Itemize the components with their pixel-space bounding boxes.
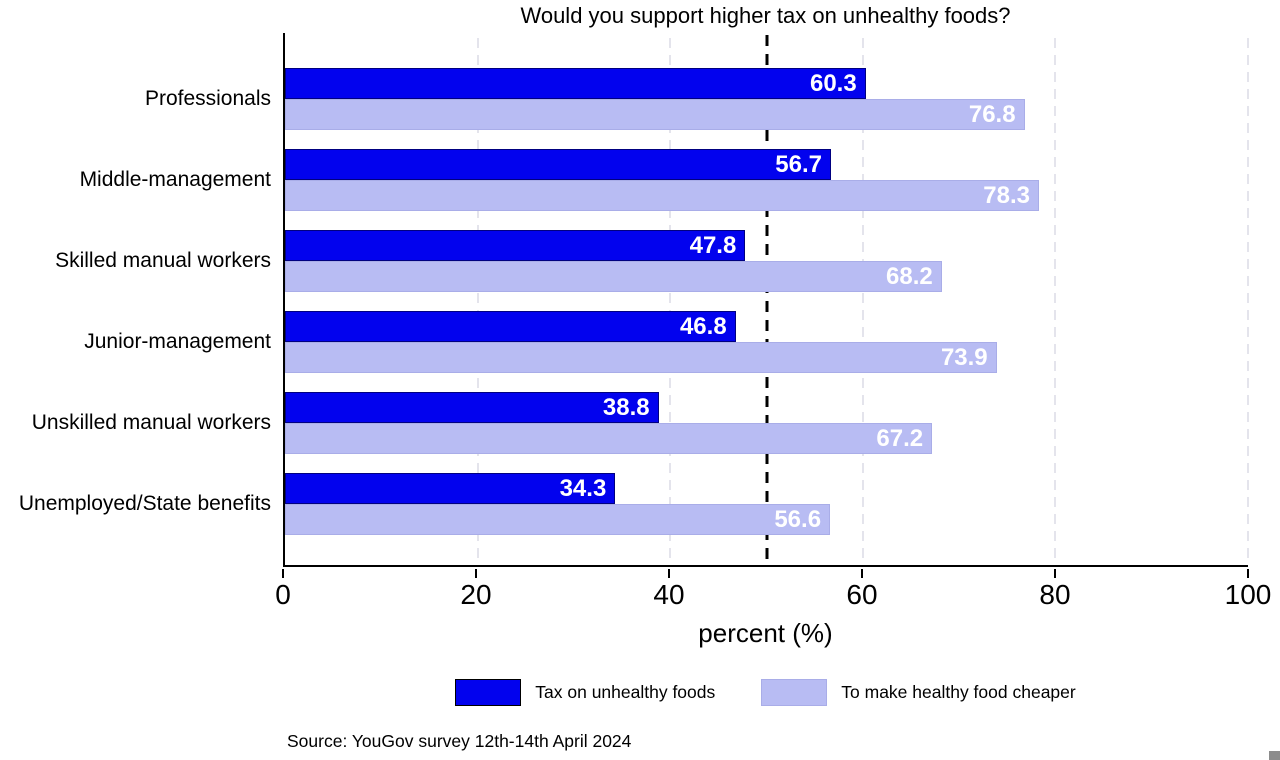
category-label-middle-management: Middle-management (79, 168, 271, 191)
x-tick-label-0: 0 (275, 579, 291, 610)
legend-label-to-make-healthy-food-cheaper: To make healthy food cheaper (841, 681, 1076, 702)
category-label-junior-management: Junior-management (84, 330, 271, 353)
bar-to-make-healthy-food-cheaper: 78.3 (285, 180, 1040, 211)
category-label-unskilled-manual-workers: Unskilled manual workers (31, 411, 271, 434)
bar-tax-on-unhealthy-foods: 56.7 (285, 149, 832, 180)
bar-to-make-healthy-food-cheaper: 68.2 (285, 261, 942, 292)
bar-value-label: 68.2 (886, 262, 933, 290)
category-label-professionals: Professionals (144, 87, 271, 110)
bar-value-label: 47.8 (689, 231, 737, 259)
x-tick-label-60: 60 (846, 579, 878, 610)
legend-item-tax-on-unhealthy-foods: Tax on unhealthy foods (455, 678, 716, 706)
x-tick-label-20: 20 (460, 579, 492, 610)
category-label-unemployed-state-benefits: Unemployed/State benefits (18, 492, 271, 515)
chart-title: Would you support higher tax on unhealth… (520, 3, 1011, 28)
category-axis: Professionals Middle-management Skilled ma… (0, 33, 271, 567)
gridline-100 (1247, 38, 1249, 565)
gridline-40 (669, 38, 672, 565)
x-tick-60 (861, 569, 863, 578)
x-tick-label-80: 80 (1039, 579, 1071, 610)
bar-value-label: 60.3 (809, 69, 857, 97)
bar-value-label: 38.8 (602, 393, 650, 421)
bar-tax-on-unhealthy-foods: 38.8 (285, 392, 659, 423)
bar-to-make-healthy-food-cheaper: 56.6 (285, 504, 831, 535)
plot-area: 60.3 76.8 56.7 78.3 47.8 68.2 46.8 73.9 38.8 67.2… (283, 33, 1249, 567)
bar-value-label: 56.6 (774, 505, 822, 533)
reference-line-50 (765, 35, 768, 565)
gridline-20 (476, 38, 479, 565)
bar-value-label: 56.7 (775, 150, 823, 178)
bar-to-make-healthy-food-cheaper: 73.9 (285, 342, 997, 373)
bar-value-label: 46.8 (679, 312, 727, 340)
gridline-60 (861, 38, 864, 565)
bar-tax-on-unhealthy-foods: 60.3 (285, 68, 866, 99)
bar-to-make-healthy-food-cheaper: 76.8 (285, 99, 1025, 130)
bar-tax-on-unhealthy-foods: 47.8 (285, 230, 746, 261)
bar-value-label: 73.9 (940, 343, 988, 371)
window-resize-corner (1269, 751, 1280, 760)
bar-to-make-healthy-food-cheaper: 67.2 (285, 423, 933, 454)
x-tick-label-100: 100 (1224, 579, 1272, 610)
x-tick-20 (475, 569, 477, 578)
bar-tax-on-unhealthy-foods: 34.3 (285, 473, 616, 504)
x-axis-title: percent (%) (698, 618, 833, 648)
bar-value-label: 34.3 (559, 474, 607, 502)
legend-swatch-to-make-healthy-food-cheaper (761, 678, 828, 706)
bar-value-label: 76.8 (968, 100, 1016, 128)
x-tick-40 (668, 569, 670, 578)
source-note: Source: YouGov survey 12th-14th April 20… (287, 731, 632, 751)
bar-tax-on-unhealthy-foods: 46.8 (285, 311, 736, 342)
gridline-80 (1054, 38, 1057, 565)
x-tick-100 (1247, 569, 1249, 578)
legend-label-tax-on-unhealthy-foods: Tax on unhealthy foods (535, 681, 716, 702)
bar-value-label: 78.3 (983, 181, 1031, 209)
x-tick-80 (1054, 569, 1056, 578)
x-tick-0 (282, 569, 284, 578)
category-label-skilled-manual-workers: Skilled manual workers (55, 249, 271, 272)
x-tick-label-40: 40 (653, 579, 685, 610)
legend-swatch-tax-on-unhealthy-foods (455, 678, 522, 706)
bar-value-label: 67.2 (876, 424, 924, 452)
x-axis: 0 20 40 60 80 100 (275, 569, 1271, 610)
legend-item-to-make-healthy-food-cheaper: To make healthy food cheaper (761, 678, 1076, 706)
legend: Tax on unhealthy foods To make healthy f… (283, 676, 1248, 708)
